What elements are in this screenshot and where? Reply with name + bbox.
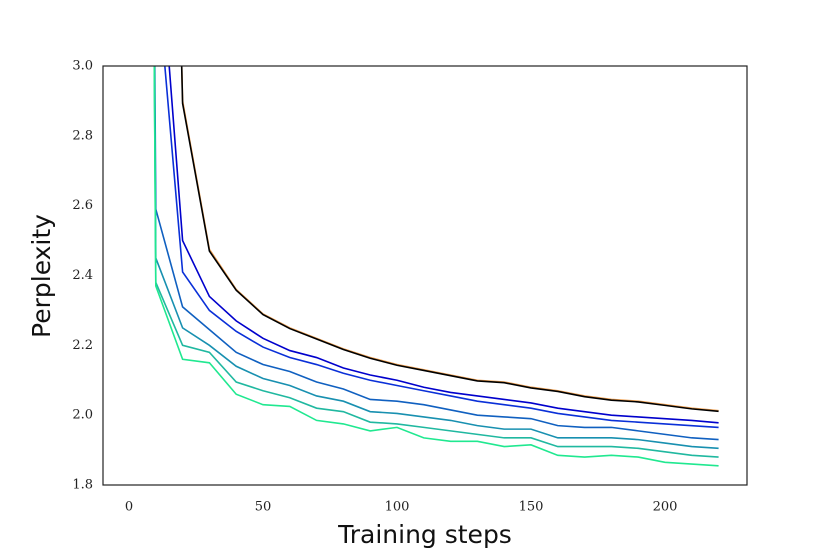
x-tick-label: 100 bbox=[385, 500, 410, 515]
x-axis-label: Training steps bbox=[337, 520, 512, 549]
series-line bbox=[164, 66, 719, 429]
series-line bbox=[153, 66, 719, 450]
y-tick-label: 1.8 bbox=[72, 478, 93, 493]
y-tick-label: 2.2 bbox=[72, 338, 93, 353]
series-line bbox=[180, 66, 719, 413]
series-line bbox=[153, 66, 719, 467]
plot-area bbox=[153, 66, 719, 467]
y-tick-label: 2.6 bbox=[72, 198, 93, 213]
x-tick-label: 50 bbox=[255, 500, 272, 515]
y-tick-label: 2.0 bbox=[72, 408, 93, 423]
y-tick-label: 2.4 bbox=[72, 268, 93, 283]
y-tick-label: 3.0 bbox=[72, 59, 93, 74]
series-line bbox=[168, 66, 719, 424]
plot-frame bbox=[102, 65, 748, 486]
series-line bbox=[180, 66, 719, 412]
series-line bbox=[153, 66, 719, 458]
y-axis-label: Perplexity bbox=[27, 214, 56, 338]
x-tick-label: 150 bbox=[519, 500, 544, 515]
x-tick-label: 200 bbox=[653, 500, 678, 515]
x-tick-label: 0 bbox=[125, 500, 133, 515]
y-tick-label: 2.8 bbox=[72, 128, 93, 143]
series-line bbox=[153, 66, 719, 441]
